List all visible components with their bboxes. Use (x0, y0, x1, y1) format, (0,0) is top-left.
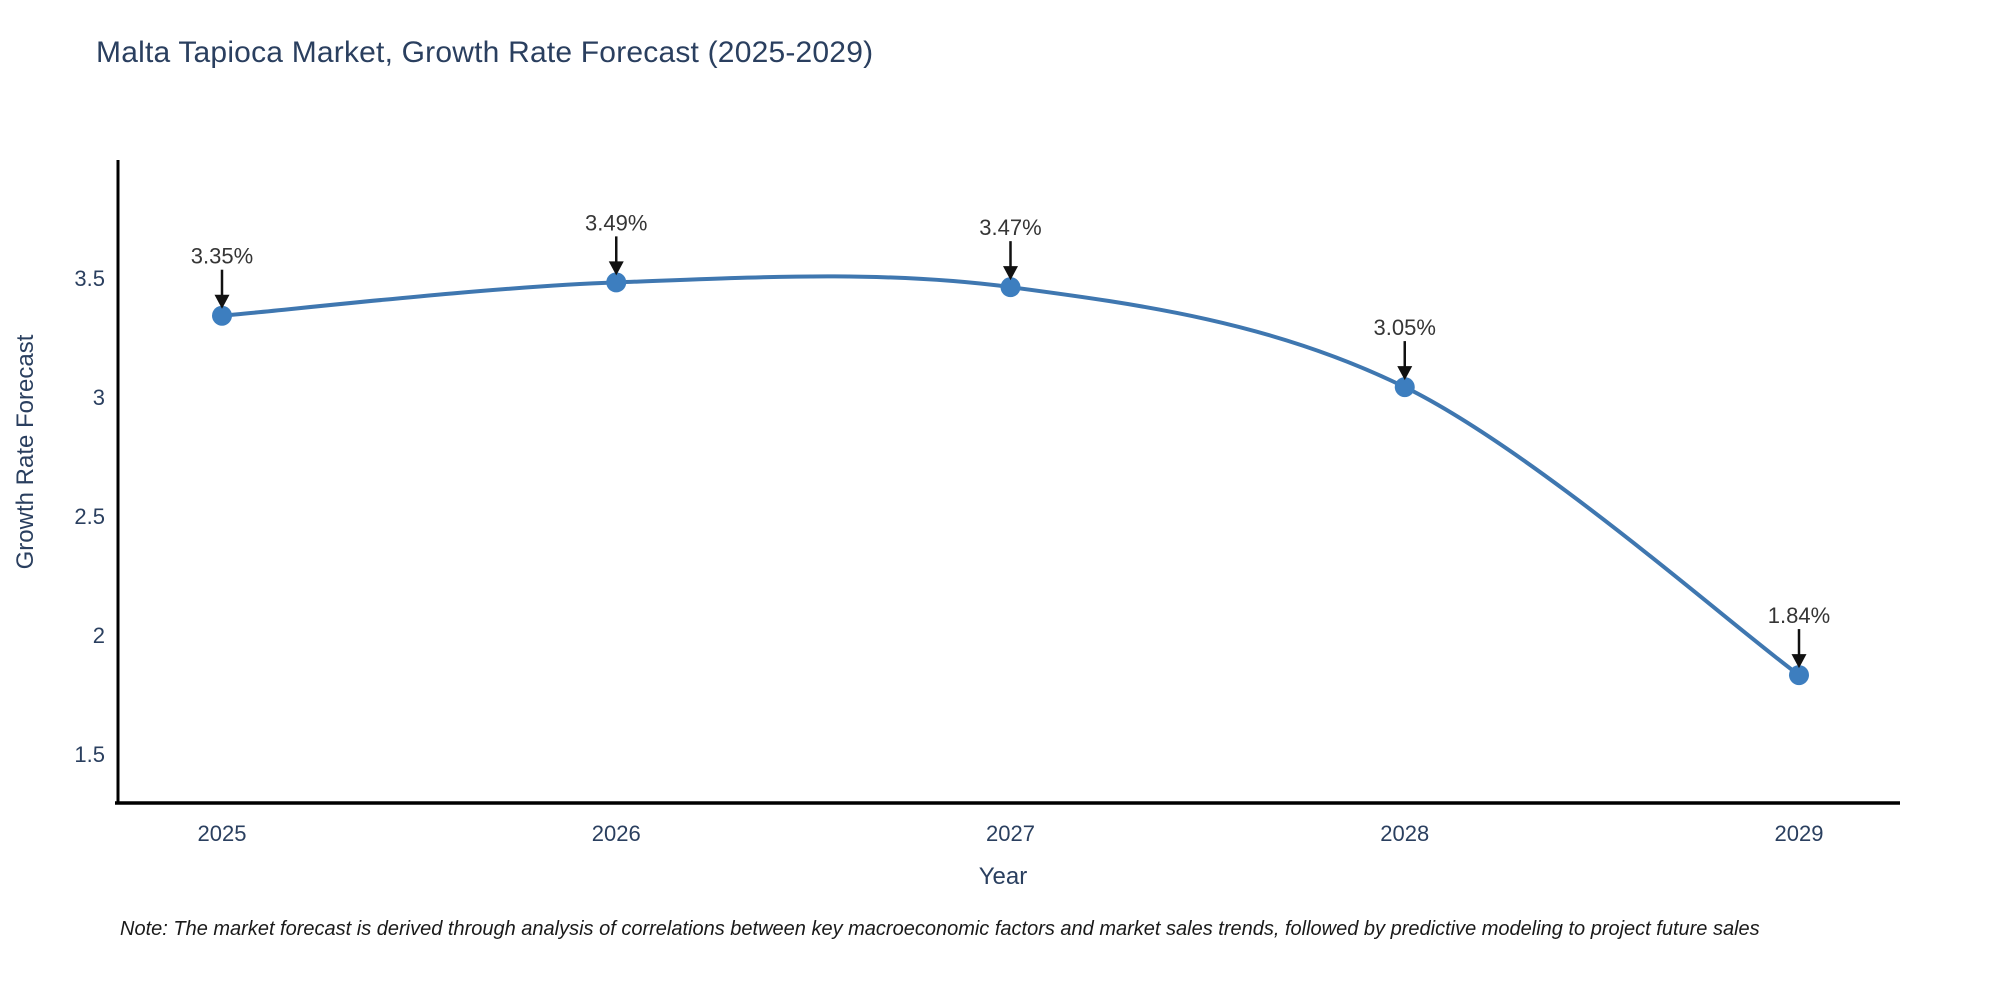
annotation-arrowhead (1003, 266, 1018, 281)
annotation-label: 3.47% (979, 215, 1041, 240)
annotation-label: 3.35% (191, 244, 253, 269)
data-point-marker (1000, 277, 1021, 298)
data-point-marker (1789, 665, 1809, 686)
annotation-arrowhead (1791, 654, 1807, 669)
y-tick-label: 2.5 (74, 504, 105, 529)
y-tick-label: 3.5 (74, 266, 105, 291)
y-tick-label: 2 (93, 623, 105, 648)
series-line (220, 274, 1801, 678)
footnote: Note: The market forecast is derived thr… (120, 918, 1760, 940)
x-tick-label: 2029 (1775, 821, 1824, 846)
x-tick-label: 2027 (986, 821, 1035, 846)
annotation-label: 3.05% (1374, 315, 1436, 340)
chart-title: Malta Tapioca Market, Growth Rate Foreca… (96, 36, 874, 69)
annotation-label: 3.49% (585, 210, 647, 235)
annotation-arrowhead (1397, 366, 1413, 381)
annotation-label: 1.84% (1768, 603, 1830, 628)
data-point-marker (212, 305, 232, 326)
data-point-marker (606, 272, 627, 293)
x-axis-title: Year (978, 863, 1028, 890)
y-tick-label: 1.5 (74, 742, 105, 767)
annotation-arrowhead (608, 261, 624, 276)
y-tick-label: 3 (93, 385, 105, 410)
x-tick-label: 2026 (592, 821, 641, 846)
annotation-arrowhead (214, 294, 230, 309)
x-tick-label: 2025 (198, 821, 247, 846)
x-tick-label: 2028 (1380, 821, 1429, 846)
data-point-marker (1394, 377, 1415, 398)
